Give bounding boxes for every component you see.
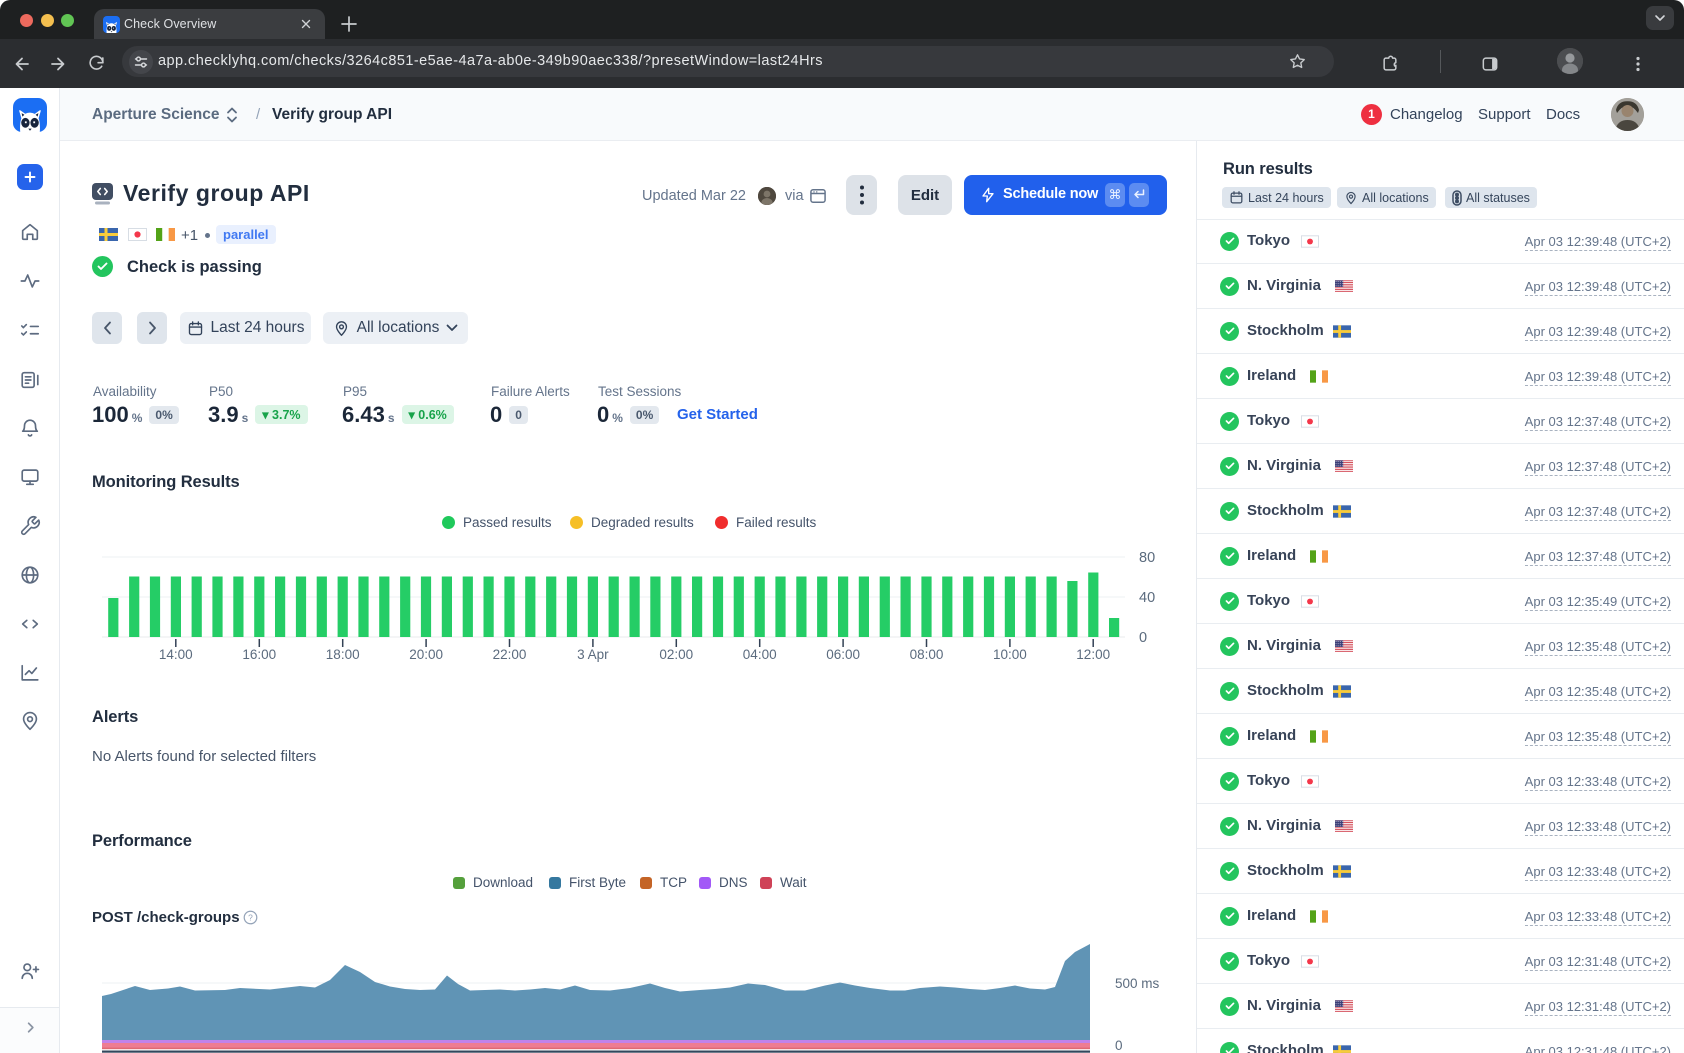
svg-text:10:00: 10:00 xyxy=(993,647,1027,662)
svg-text:12:00: 12:00 xyxy=(1076,647,1110,662)
svg-text:02:00: 02:00 xyxy=(659,647,693,662)
svg-text:20:00: 20:00 xyxy=(409,647,443,662)
svg-text:16:00: 16:00 xyxy=(242,647,276,662)
svg-text:06:00: 06:00 xyxy=(826,647,860,662)
svg-text:80: 80 xyxy=(1139,550,1155,566)
svg-text:?: ? xyxy=(248,912,253,922)
svg-text:08:00: 08:00 xyxy=(910,647,944,662)
svg-text:14:00: 14:00 xyxy=(159,647,193,662)
svg-text:0: 0 xyxy=(1139,630,1147,646)
svg-text:18:00: 18:00 xyxy=(326,647,360,662)
svg-text:22:00: 22:00 xyxy=(493,647,527,662)
svg-text:500 ms: 500 ms xyxy=(1115,976,1160,991)
svg-text:04:00: 04:00 xyxy=(743,647,777,662)
svg-text:40: 40 xyxy=(1139,590,1155,606)
svg-text:3 Apr: 3 Apr xyxy=(577,647,609,662)
svg-text:0: 0 xyxy=(1115,1038,1123,1053)
